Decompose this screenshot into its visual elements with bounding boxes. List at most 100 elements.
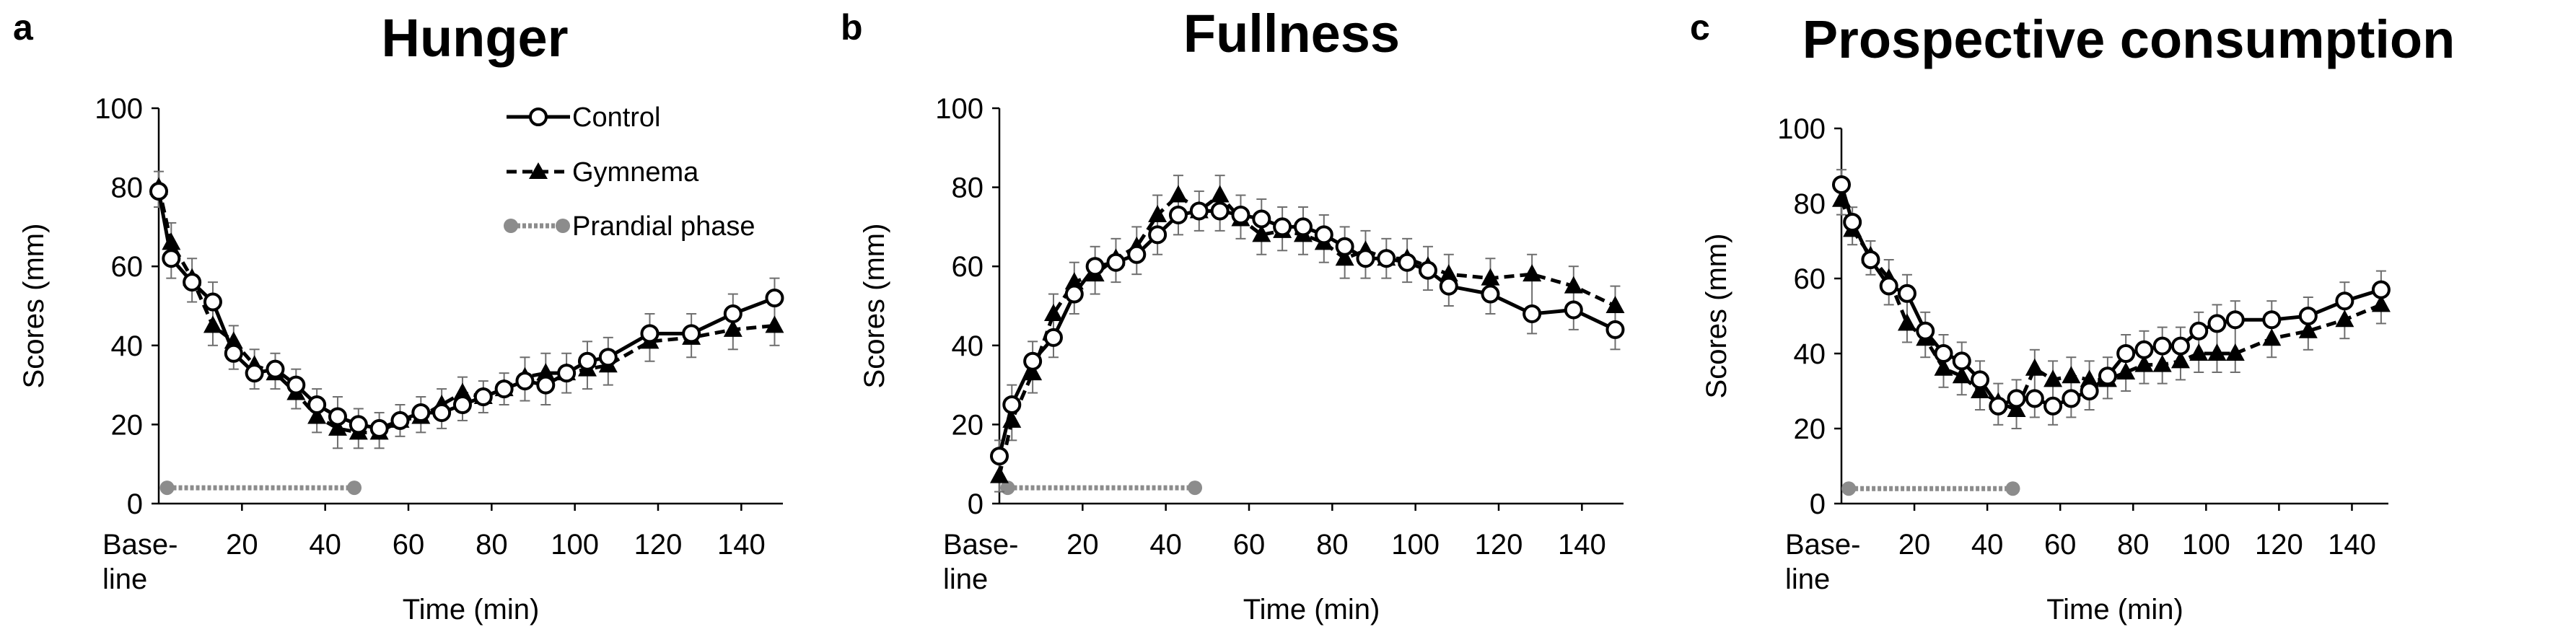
control-point — [1106, 253, 1126, 272]
panel-c-letter: c — [1690, 7, 1710, 48]
control-point — [598, 348, 618, 367]
control-point — [432, 403, 452, 422]
x-tick-label: 40 — [1149, 529, 1182, 561]
x-tick-label: 60 — [2044, 529, 2077, 561]
gymnema-point — [1252, 224, 1271, 242]
control-point — [640, 324, 660, 343]
control-point — [286, 375, 306, 395]
control-point — [1252, 209, 1271, 229]
control-point — [1210, 201, 1230, 221]
control-point — [1085, 257, 1105, 276]
x-baseline-label: Base- — [1785, 529, 1861, 561]
y-tick-label: 100 — [1777, 113, 1826, 145]
x-tick-label: 100 — [2182, 529, 2230, 561]
panel-b-letter: b — [841, 7, 863, 48]
control-point — [2152, 336, 2172, 356]
y-tick-label: 60 — [952, 251, 984, 283]
legend-prandial-start — [504, 219, 518, 233]
control-point — [1377, 249, 1396, 268]
y-tick-label: 100 — [935, 93, 983, 125]
control-point — [2134, 340, 2154, 359]
gymnema-point — [2080, 369, 2099, 387]
x-tick-label: 100 — [551, 529, 599, 561]
y-tick-label: 0 — [1810, 488, 1826, 520]
control-point — [494, 379, 514, 399]
control-point — [1523, 304, 1542, 323]
gymnema-point — [2170, 351, 2190, 369]
x-baseline-label: line — [102, 563, 147, 595]
panel-a: a Hunger 0 20 40 60 80 100 20 40 60 80 100 120 140 Ba… — [13, 7, 784, 626]
control-point — [1481, 284, 1500, 304]
gymnema-point — [1952, 366, 1971, 384]
gymnema-point — [203, 315, 222, 333]
control-point — [990, 447, 1009, 466]
prandial-phase-start — [159, 480, 175, 496]
control-point — [328, 407, 347, 426]
y-axis-label: Scores (mm) — [18, 224, 50, 389]
control-point — [452, 395, 472, 414]
gymnema-point — [1481, 268, 1500, 286]
control-point — [1843, 213, 1862, 232]
control-point — [1861, 250, 1880, 269]
legend: Control Gymnema Prandial phase — [504, 102, 755, 242]
panel-a-title: Hunger — [382, 8, 569, 68]
y-tick-label: 60 — [111, 251, 144, 283]
control-point — [1398, 253, 1417, 272]
gymnema-point — [2207, 343, 2227, 361]
x-tick-label: 20 — [1898, 529, 1931, 561]
gymnema-point — [2043, 369, 2063, 387]
x-tick-label: 120 — [634, 529, 683, 561]
control-point — [515, 372, 535, 391]
control-point — [536, 375, 556, 395]
control-point — [2116, 344, 2136, 363]
control-point — [1064, 284, 1084, 304]
control-point — [411, 403, 431, 422]
control-point — [1605, 320, 1625, 339]
control-point — [2298, 307, 2318, 325]
y-tick-label: 40 — [952, 330, 984, 362]
x-tick-label: 140 — [717, 529, 766, 561]
y-tick-label: 40 — [1794, 338, 1826, 370]
legend-prandial-end — [556, 219, 570, 233]
prandial-phase-end — [2005, 481, 2020, 496]
gymnema-point — [2062, 366, 2081, 384]
control-point — [1127, 245, 1147, 264]
gymnema-point — [2152, 354, 2172, 372]
y-tick-label: 0 — [127, 488, 143, 520]
x-baseline-label: Base- — [102, 529, 178, 561]
control-point — [682, 324, 701, 343]
control-point — [1002, 395, 1022, 414]
control-point — [2043, 396, 2063, 416]
gymnema-point — [2116, 362, 2136, 379]
control-point — [1564, 300, 1583, 320]
x-baseline-label: Base- — [943, 529, 1019, 561]
gymnema-point — [1210, 185, 1230, 203]
control-point — [1168, 205, 1188, 224]
legend-prandial-label: Prandial phase — [572, 211, 755, 242]
gymnema-point — [1934, 358, 1953, 376]
panel-b-title: Fullness — [1183, 4, 1400, 63]
y-tick-label: 40 — [111, 330, 144, 362]
control-point — [1971, 370, 1990, 390]
prandial-phase-end — [1188, 480, 1203, 496]
x-tick-label: 40 — [1971, 529, 2004, 561]
control-point — [1897, 284, 1916, 303]
control-point — [723, 304, 742, 323]
legend-gymnema-label: Gymnema — [572, 157, 699, 188]
gymnema-series-line — [997, 193, 1616, 477]
panel-b: b Fullness 0 20 40 60 80 100 20 40 60 80 100 120 140… — [841, 4, 1625, 626]
gymnema-point — [1023, 363, 1043, 381]
gymnema-point — [1897, 313, 1916, 331]
control-point — [1356, 249, 1375, 268]
control-point — [473, 387, 493, 407]
gymnema-point — [2335, 310, 2354, 328]
x-tick-label: 100 — [1391, 529, 1440, 561]
x-baseline-label: line — [943, 563, 988, 595]
control-point — [1231, 205, 1250, 224]
panel-a-plot: 0 20 40 60 80 100 20 40 60 80 100 120 140 Base-line Ti… — [18, 93, 784, 626]
control-point — [557, 364, 577, 383]
legend-gymnema-marker — [529, 162, 548, 179]
gymnema-point — [1523, 264, 1542, 282]
control-point — [390, 411, 410, 430]
y-tick-label: 20 — [952, 409, 984, 441]
